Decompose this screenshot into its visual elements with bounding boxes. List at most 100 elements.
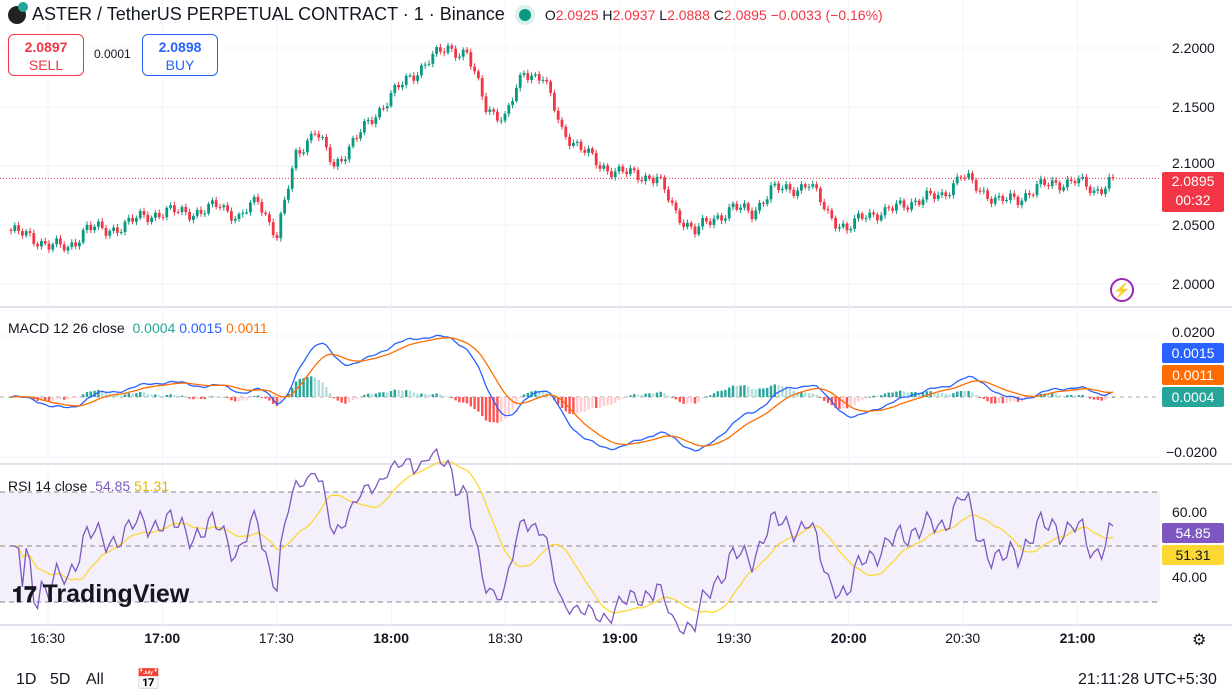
macd-legend[interactable]: MACD 12 26 close 0.0004 0.0015 0.0011: [8, 320, 268, 336]
candle-body: [492, 109, 495, 112]
candle-body: [860, 213, 864, 219]
macd-histogram-bar: [933, 392, 936, 397]
macd-histogram-bar: [484, 397, 488, 421]
candle-body: [974, 179, 978, 191]
candle-body: [788, 184, 792, 190]
settings-gear-icon[interactable]: ⚙: [1192, 632, 1207, 649]
macd-histogram-bar: [967, 390, 970, 397]
candle-body: [1047, 184, 1050, 187]
macd-histogram-bar: [887, 392, 890, 397]
candle-body: [815, 184, 818, 189]
candle-body: [891, 208, 894, 211]
candle-body: [503, 113, 507, 121]
candle-body: [484, 96, 488, 113]
macd-histogram-bar: [74, 397, 77, 399]
candle-body: [169, 205, 172, 208]
macd-histogram-bar: [184, 396, 187, 398]
candle-body: [792, 189, 796, 197]
candle-body: [21, 231, 24, 236]
macd-histogram-bar: [712, 393, 716, 397]
candle-body: [298, 150, 302, 154]
range-all-button[interactable]: All: [86, 671, 104, 688]
rsi-tick: 60.00: [1172, 504, 1208, 520]
candle-body: [940, 192, 944, 195]
sell-button[interactable]: 2.0897 SELL: [8, 34, 84, 76]
range-5d-button[interactable]: 5D: [50, 671, 71, 688]
lightning-icon[interactable]: ⚡: [1110, 278, 1134, 302]
macd-histogram-bar: [93, 390, 96, 397]
macd-histogram-bar: [883, 393, 887, 397]
candle-body: [621, 166, 625, 172]
candle-body: [446, 45, 450, 53]
candle-body: [689, 222, 693, 227]
macd-tick: −0.0200: [1166, 444, 1217, 460]
macd-histogram-bar: [454, 397, 457, 401]
macd-histogram-bar: [678, 397, 681, 403]
candle-body: [613, 171, 617, 178]
macd-histogram-bar: [534, 390, 537, 397]
rsi-line: [11, 447, 1114, 635]
macd-histogram-bar: [568, 397, 571, 414]
macd-histogram-bar: [690, 397, 693, 404]
candle-body: [211, 200, 214, 204]
candle-body: [515, 87, 518, 101]
macd-histogram-bar: [424, 393, 427, 397]
candle-body: [845, 223, 849, 231]
candle-body: [727, 207, 731, 219]
macd-histogram-bar: [876, 395, 879, 397]
candle-body: [1077, 178, 1081, 184]
macd-histogram-bar: [959, 391, 963, 397]
candle-body: [917, 200, 921, 205]
macd-histogram-bar: [169, 394, 172, 397]
macd-histogram-bar: [226, 397, 229, 399]
macd-histogram-bar: [481, 397, 484, 416]
macd-histogram-bar: [412, 392, 415, 397]
rsi-legend[interactable]: RSI 14 close 54.85 51.31: [8, 478, 170, 494]
macd-histogram-bar: [902, 391, 906, 397]
macd-histogram-bar: [230, 397, 233, 401]
candle-body: [435, 47, 438, 54]
macd-histogram-bar: [359, 397, 362, 398]
candle-body: [572, 142, 575, 146]
candle-body: [822, 202, 826, 210]
macd-histogram-bar: [446, 396, 450, 398]
candle-body: [351, 138, 355, 147]
buy-button[interactable]: 2.0898 BUY: [142, 34, 218, 76]
candle-body: [1005, 200, 1008, 202]
symbol-title[interactable]: ASTER / TetherUS PERPETUAL CONTRACT · 1 …: [32, 4, 505, 24]
rsi-ma-badge: 51.31: [1162, 545, 1224, 565]
macd-histogram-bar: [940, 392, 944, 397]
candle-body: [81, 229, 85, 243]
macd-histogram-bar: [758, 388, 761, 397]
candle-body: [978, 190, 982, 192]
candle-body: [336, 159, 340, 167]
candle-body: [287, 188, 290, 200]
candle-body: [51, 244, 55, 250]
candle-body: [116, 227, 119, 233]
candle-body: [826, 209, 830, 211]
macd-histogram-bar: [663, 393, 666, 397]
candle-body: [1001, 196, 1005, 201]
macd-histogram-bar: [89, 391, 92, 397]
macd-histogram-bar: [728, 387, 731, 397]
macd-histogram-bar: [321, 382, 324, 397]
candle-body: [606, 165, 609, 172]
macd-histogram-bar: [617, 397, 621, 401]
candle-body: [1096, 189, 1100, 191]
candle-body: [127, 217, 131, 222]
macd-histogram-bar: [351, 397, 355, 400]
time-tick: 19:00: [602, 630, 638, 646]
range-1d-button[interactable]: 1D: [16, 671, 37, 688]
candle-body: [131, 217, 134, 222]
histogram-badge: 0.0004: [1162, 387, 1224, 407]
macd-histogram-bar: [845, 397, 849, 409]
clock-timezone[interactable]: 21:11:28 UTC+5:30: [1078, 671, 1217, 688]
macd-histogram-bar: [44, 397, 47, 401]
macd-histogram-bar: [435, 393, 438, 397]
date-range-calendar-icon[interactable]: 📅: [136, 669, 161, 691]
macd-histogram-bar: [264, 397, 267, 399]
candle-body: [32, 233, 36, 244]
candle-body: [929, 190, 932, 194]
macd-histogram-bar: [123, 394, 127, 397]
